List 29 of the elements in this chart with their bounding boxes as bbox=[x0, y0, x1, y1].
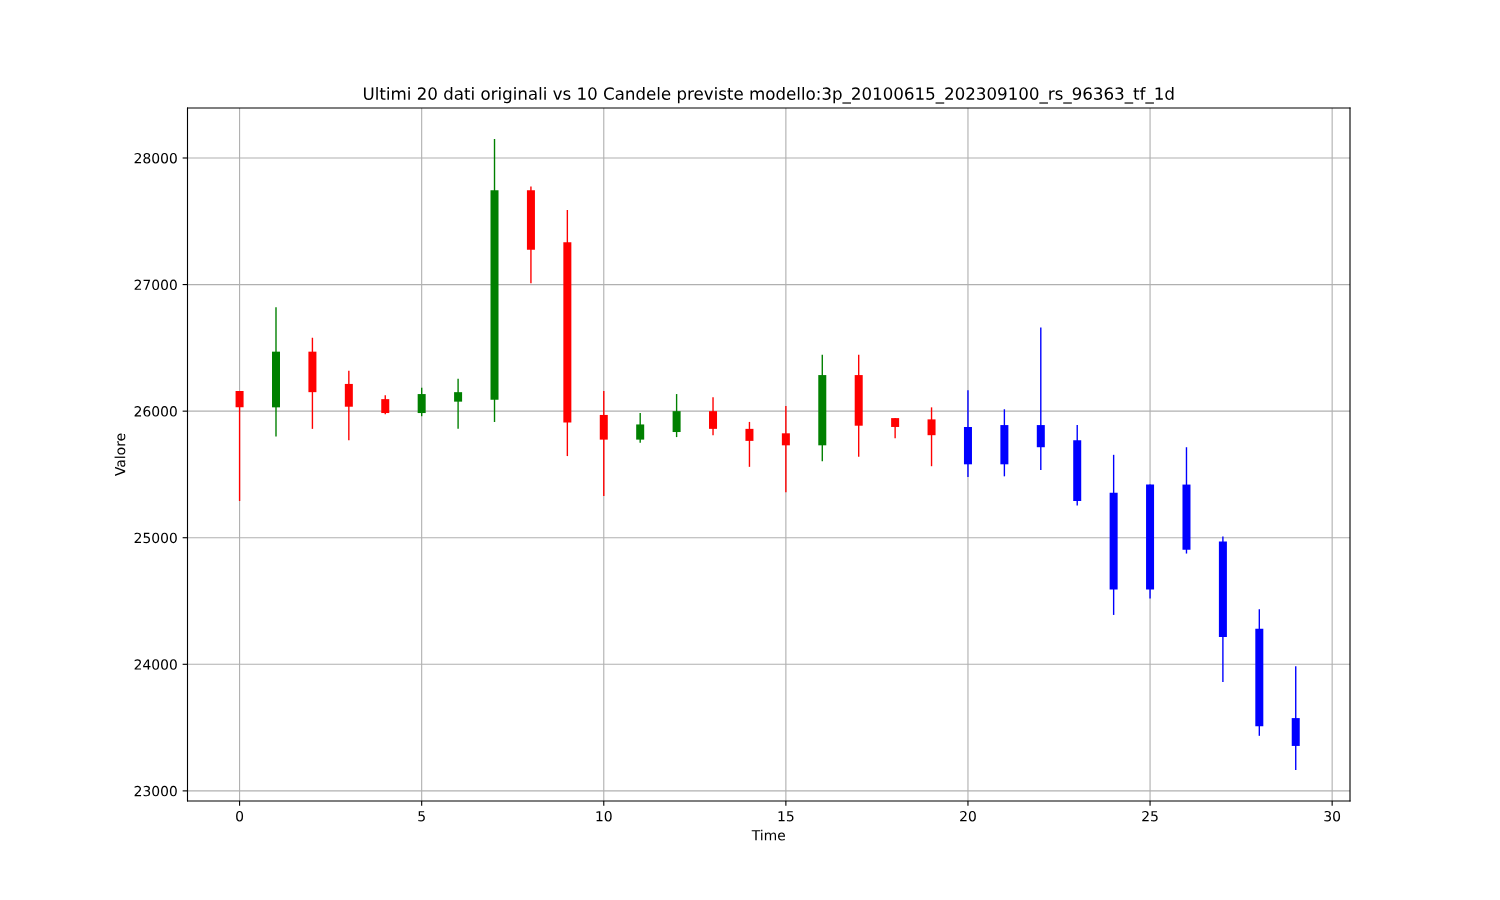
x-tick-label: 30 bbox=[1324, 810, 1341, 822]
candlestick bbox=[891, 417, 900, 440]
candlestick bbox=[745, 421, 754, 468]
x-tick-label: 20 bbox=[960, 810, 976, 822]
candlestick bbox=[344, 369, 353, 441]
candlestick bbox=[781, 405, 790, 493]
y-axis-title: Valore bbox=[114, 433, 126, 477]
y-tick-label: 23000 bbox=[134, 785, 177, 797]
chart-title: Ultimi 20 dati originali vs 10 Candele previste modello:3p_20100615_202309100_rs_96363_tf_1d bbox=[363, 87, 1174, 104]
y-tick-label: 28000 bbox=[134, 152, 177, 164]
candlestick bbox=[672, 393, 681, 438]
candlestick bbox=[636, 412, 645, 444]
y-tick-label: 24000 bbox=[134, 659, 177, 670]
candlestick bbox=[454, 378, 463, 430]
x-axis-title: Time bbox=[751, 829, 785, 841]
x-tick-label: 15 bbox=[778, 811, 794, 822]
y-tick-label: 27000 bbox=[134, 279, 177, 291]
y-tick-label: 26000 bbox=[134, 406, 177, 417]
candlestick bbox=[709, 396, 718, 436]
candlestick bbox=[417, 387, 426, 417]
candlestick bbox=[235, 390, 244, 502]
x-tick-label: 0 bbox=[236, 810, 244, 822]
x-tick-label: 10 bbox=[596, 810, 612, 822]
candlestick bbox=[381, 394, 390, 416]
candlestick bbox=[927, 406, 936, 467]
x-tick-label: 25 bbox=[1142, 810, 1158, 822]
candlestick bbox=[1036, 326, 1045, 471]
x-tick-label: 5 bbox=[418, 811, 425, 822]
y-tick-label: 25000 bbox=[134, 532, 177, 544]
